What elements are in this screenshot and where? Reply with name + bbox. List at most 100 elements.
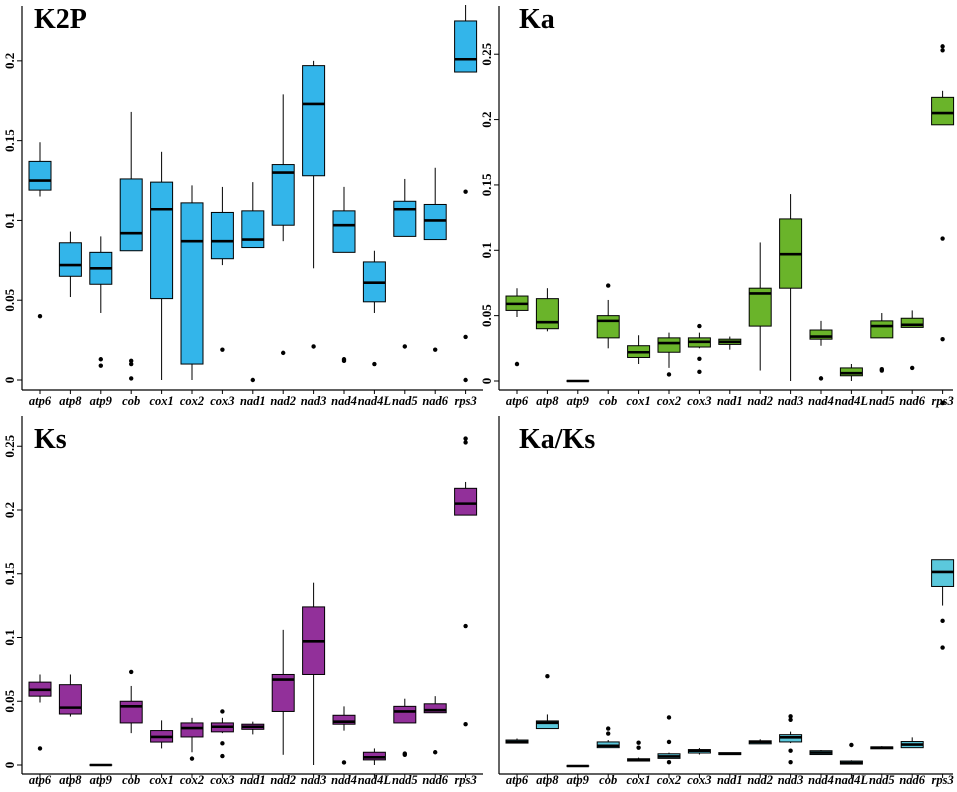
box-cox1 xyxy=(150,720,174,749)
x-tick-label: nad4L xyxy=(358,773,392,787)
box-body xyxy=(210,211,234,260)
outlier-point xyxy=(220,347,225,352)
x-tick-label: cox1 xyxy=(626,394,650,408)
box-body xyxy=(332,714,356,725)
box-atp6 xyxy=(505,738,529,744)
box-nad4 xyxy=(809,320,833,381)
x-tick-label: nad3 xyxy=(301,773,327,787)
outlier-point xyxy=(189,756,195,761)
box-nad1 xyxy=(718,752,742,756)
x-tick-label: nad3 xyxy=(301,394,327,408)
outlier-point xyxy=(606,726,611,731)
box-body xyxy=(180,722,204,738)
x-tick-label: cox2 xyxy=(180,394,204,408)
y-tick-label: 0.1 xyxy=(2,212,17,228)
x-tick-label: nad4L xyxy=(835,773,869,787)
box-body xyxy=(839,367,863,377)
y-tick-label: 0 xyxy=(2,762,17,769)
box-nad3 xyxy=(302,582,326,765)
box-nad6 xyxy=(423,696,447,755)
box-body xyxy=(870,320,894,339)
x-tick-label: nad2 xyxy=(747,394,773,408)
outlier-point xyxy=(402,344,407,349)
box-body xyxy=(119,178,143,252)
box-body xyxy=(302,65,326,177)
box-body xyxy=(150,181,174,300)
box-body xyxy=(657,337,681,353)
outlier-point xyxy=(281,350,286,356)
box-cox3 xyxy=(687,748,711,755)
box-atp6 xyxy=(28,142,52,319)
outlier-point xyxy=(666,759,672,765)
x-tick-label: nad4 xyxy=(331,394,357,408)
x-tick-label: nad3 xyxy=(778,773,804,787)
box-atp8 xyxy=(58,674,82,717)
y-tick-label: 0 xyxy=(2,377,17,384)
box-cob xyxy=(596,726,620,749)
x-tick-label: cox2 xyxy=(657,394,681,408)
outlier-point xyxy=(697,356,702,361)
box-nad6 xyxy=(900,310,924,371)
outlier-point xyxy=(463,722,468,727)
x-tick-label: nad4 xyxy=(808,773,834,787)
y-tick-label: 0.1 xyxy=(2,629,17,645)
x-tick-label: cox3 xyxy=(687,394,711,408)
x-tick-label: cox3 xyxy=(210,394,234,408)
box-body xyxy=(535,298,559,330)
x-tick-label: nad4L xyxy=(835,394,869,408)
y-tick-label: 0.15 xyxy=(2,129,17,152)
x-tick-label: nad5 xyxy=(869,394,895,408)
box-body xyxy=(931,96,955,126)
outlier-point xyxy=(788,748,793,753)
outlier-point xyxy=(372,361,377,367)
box-nad3 xyxy=(302,60,326,349)
outlier-point xyxy=(849,742,854,748)
box-nad5 xyxy=(870,746,894,750)
outlier-point xyxy=(220,741,225,746)
panel-title: Ka xyxy=(519,4,555,35)
box-body xyxy=(809,329,833,340)
outlier-point xyxy=(940,400,945,406)
box-atp8 xyxy=(535,288,559,332)
x-tick-label: nad3 xyxy=(778,394,804,408)
outlier-point xyxy=(402,752,407,757)
outlier-point xyxy=(129,376,134,381)
y-tick-label: 0 xyxy=(479,378,494,385)
x-tick-label: nad1 xyxy=(717,773,743,787)
panel-marks: 0 0.05 0.1 0.15 0.2 0.25 atp6 atp8 atp9 cob cox1 co… xyxy=(2,434,478,787)
box-nad4 xyxy=(332,706,356,765)
box-nad1 xyxy=(241,182,265,383)
box-rps3 xyxy=(931,44,955,342)
box-cob xyxy=(119,669,143,734)
x-tick-label: nad2 xyxy=(747,773,773,787)
x-tick-label: atp9 xyxy=(90,394,113,408)
outlier-point xyxy=(129,361,134,367)
box-cox3 xyxy=(687,323,711,375)
box-body xyxy=(180,202,204,365)
outlier-point xyxy=(788,714,793,719)
box-cob xyxy=(119,111,143,381)
outlier-point xyxy=(463,377,468,383)
box-cox3 xyxy=(210,186,234,352)
box-body xyxy=(271,164,295,226)
box-cox3 xyxy=(210,709,234,759)
outlier-point xyxy=(463,440,468,445)
y-tick-label: 0.2 xyxy=(2,502,17,518)
box-body xyxy=(454,487,478,516)
x-tick-label: cox1 xyxy=(149,773,173,787)
box-nad6 xyxy=(423,167,447,352)
x-tick-label: atp9 xyxy=(567,773,590,787)
x-tick-label: nad6 xyxy=(899,773,925,787)
box-body xyxy=(393,705,417,724)
panel-k2p: K2P 0 0.05 0.1 0.15 0.2 atp6 atp8 atp9 cob cox1 co… xyxy=(2,4,483,408)
x-tick-label: atp8 xyxy=(536,394,559,408)
x-tick-label: cob xyxy=(122,773,140,787)
box-nad2 xyxy=(271,94,295,356)
outlier-point xyxy=(788,759,793,765)
outlier-point xyxy=(311,344,316,349)
x-tick-label: nad1 xyxy=(240,773,266,787)
outlier-point xyxy=(788,717,793,722)
outlier-point xyxy=(910,365,915,371)
box-rps3 xyxy=(931,400,955,650)
y-tick-label: 0.2 xyxy=(2,53,17,69)
